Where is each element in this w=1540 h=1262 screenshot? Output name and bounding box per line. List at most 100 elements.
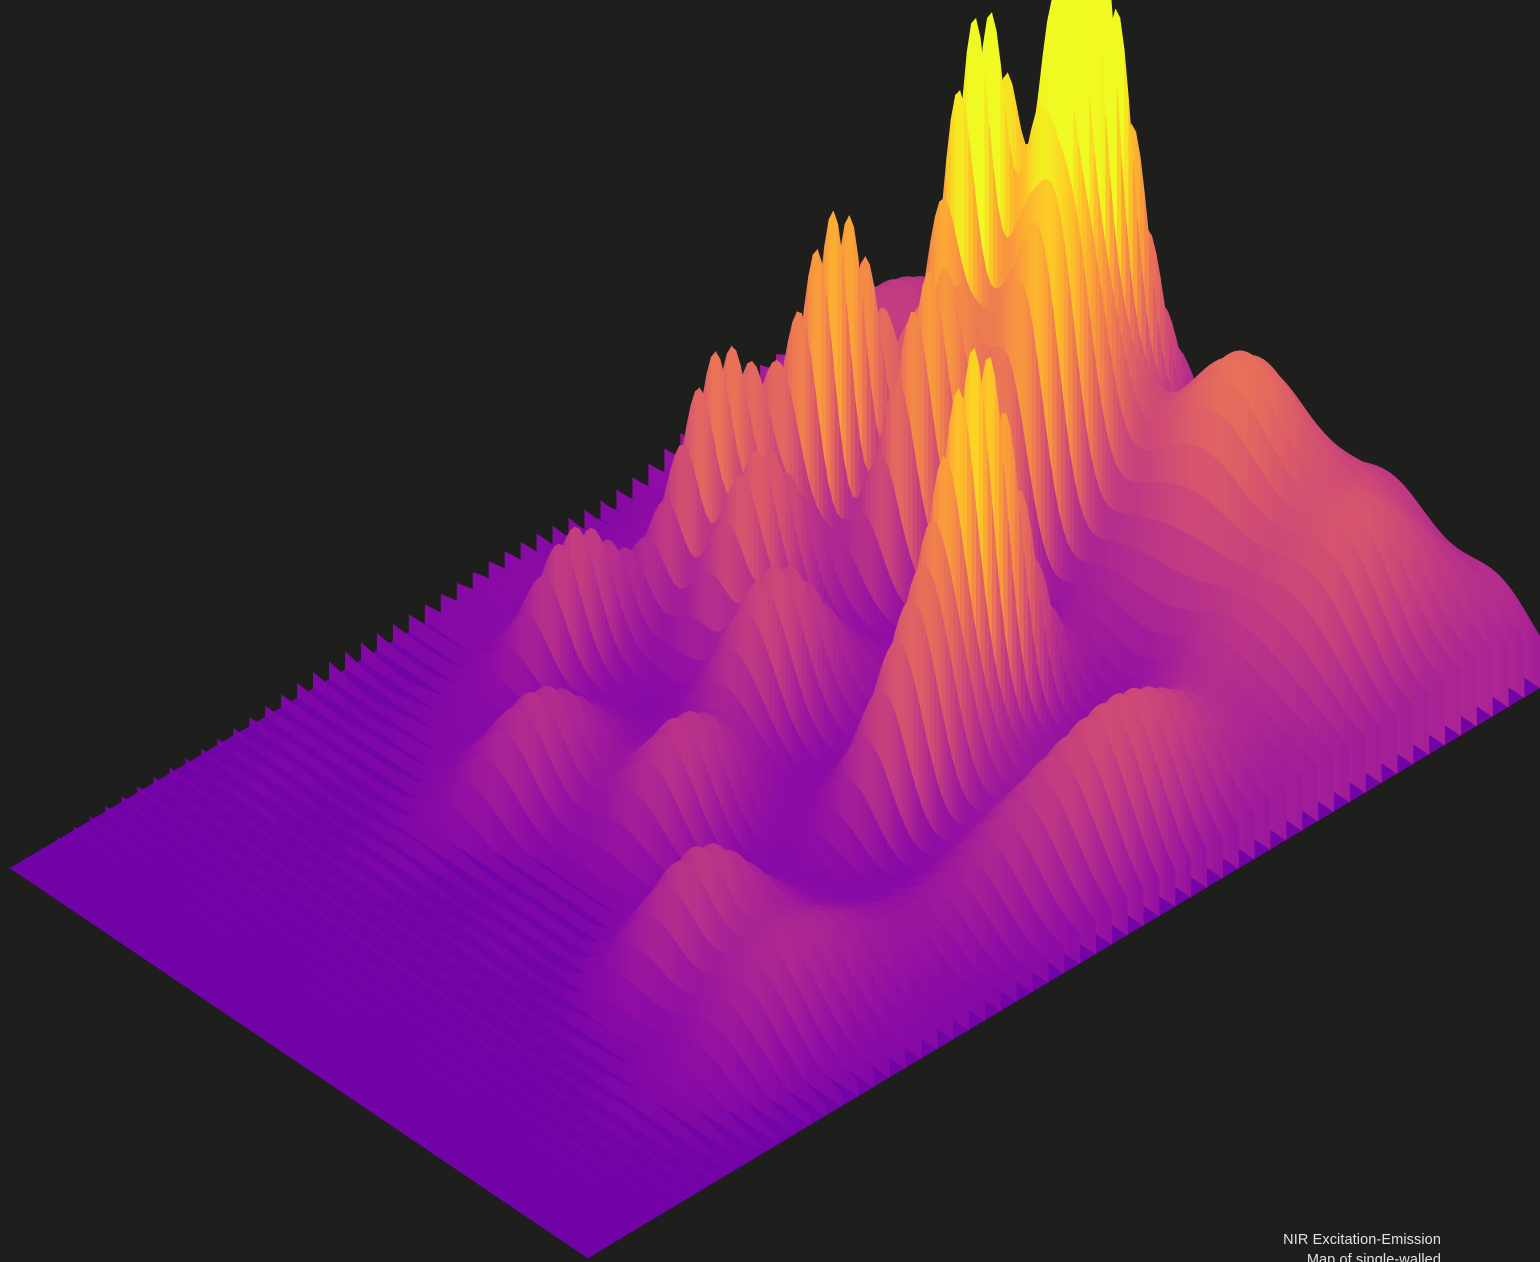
surface-slice — [950, 992, 956, 1022]
surface-slice — [1050, 932, 1056, 968]
surface-slice — [985, 950, 991, 985]
surface-slice — [464, 627, 470, 653]
surface-slice — [422, 687, 429, 706]
surface-slice — [1272, 772, 1278, 835]
surface-slice — [1463, 643, 1469, 721]
surface-slice — [1075, 928, 1081, 965]
surface-slice — [438, 611, 444, 635]
surface-slice — [1435, 671, 1441, 743]
surface-slice — [1129, 859, 1135, 921]
surface-slice — [1376, 722, 1382, 784]
surface-slice — [986, 980, 992, 1006]
surface-slice — [875, 819, 881, 870]
surface-slice — [1367, 710, 1373, 778]
surface-slice — [989, 956, 995, 988]
surface-slice — [1240, 793, 1246, 854]
surface-slice — [609, 506, 615, 528]
surface-slice — [991, 984, 997, 1009]
surface-slice — [1351, 720, 1357, 788]
surface-slice — [1256, 783, 1262, 845]
surface-slice — [1526, 613, 1532, 683]
surface-slice — [1027, 967, 1033, 993]
surface-slice — [1122, 889, 1128, 936]
surface-slice — [1016, 923, 1022, 966]
surface-slice — [443, 678, 449, 699]
surface-slice — [435, 631, 441, 653]
surface-slice — [1277, 778, 1283, 838]
surface-slice — [1113, 872, 1119, 930]
surface-slice — [955, 997, 961, 1025]
surface-slice — [440, 593, 446, 616]
surface-slice — [425, 669, 431, 687]
surface-slice — [1313, 761, 1319, 822]
surface-slice — [446, 616, 452, 641]
surface-slice — [978, 971, 984, 1000]
surface-slice — [1424, 688, 1430, 756]
surface-slice — [1134, 870, 1140, 924]
surface-slice — [934, 1000, 940, 1032]
surface-slice — [872, 859, 878, 888]
surface-slice — [1098, 886, 1104, 940]
surface-slice — [469, 630, 475, 656]
surface-slice — [426, 625, 432, 647]
surface-slice — [453, 642, 459, 665]
surface-slice — [431, 691, 437, 712]
surface-slice — [440, 695, 446, 718]
surface-slice — [1091, 914, 1097, 955]
surface-slice — [1023, 963, 1029, 990]
surface-slice — [1494, 625, 1500, 702]
surface-slice — [996, 931, 1002, 972]
surface-slice — [859, 840, 865, 879]
surface-slice — [408, 614, 414, 635]
surface-slice — [1431, 665, 1437, 740]
surface-slice — [1209, 812, 1215, 873]
surface-slice — [1471, 654, 1477, 727]
surface-slice — [1324, 746, 1330, 810]
surface-slice — [431, 628, 437, 650]
surface-slice — [442, 613, 448, 638]
surface-slice — [415, 640, 421, 660]
surface-slice — [1408, 700, 1414, 765]
surface-slice — [870, 810, 876, 867]
surface-slice — [365, 645, 371, 667]
surface-slice — [434, 674, 440, 693]
surface-slice — [381, 636, 387, 657]
surface-slice — [1519, 632, 1525, 699]
surface-slice — [446, 660, 452, 681]
surface-slice — [1281, 783, 1287, 841]
surface-slice — [850, 827, 856, 873]
surface-slice — [980, 944, 986, 982]
surface-slice — [1224, 803, 1231, 864]
surface-slice — [892, 851, 899, 882]
surface-slice — [433, 608, 439, 632]
surface-slice — [1014, 955, 1020, 984]
surface-slice — [1403, 694, 1409, 762]
surface-slice — [445, 696, 451, 721]
surface-slice — [461, 648, 468, 671]
surface-slice — [397, 627, 403, 648]
surface-slice — [1082, 901, 1088, 949]
surface-slice — [1388, 706, 1394, 772]
surface-slice — [439, 634, 445, 656]
surface-slice — [430, 672, 436, 690]
surface-slice — [1106, 901, 1112, 946]
surface-slice — [360, 642, 366, 664]
surface-slice — [1161, 837, 1167, 902]
surface-slice — [1066, 917, 1072, 959]
surface-slice — [1340, 736, 1346, 800]
surface-slice — [1308, 756, 1314, 819]
surface-slice — [424, 604, 430, 626]
surface-slice — [1440, 676, 1446, 746]
surface-slice — [1487, 645, 1493, 718]
surface-slice — [453, 701, 460, 727]
surface-slice — [1059, 941, 1065, 974]
surface-slice — [854, 834, 861, 876]
surface-slice — [467, 606, 473, 634]
surface-slice — [406, 633, 412, 654]
surface-slice — [413, 617, 419, 638]
surface-slice — [410, 636, 416, 657]
surface-slice — [600, 499, 606, 522]
surface-slice — [436, 693, 442, 715]
surface-slice — [1233, 818, 1239, 870]
